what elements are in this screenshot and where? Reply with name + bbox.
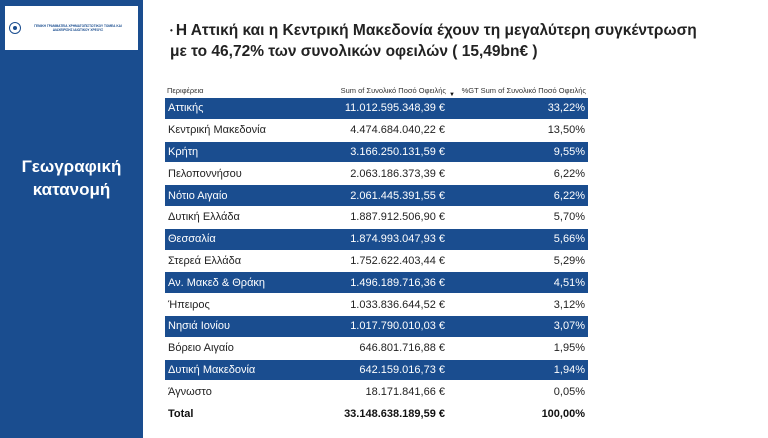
table-row[interactable]: Αν. Μακεδ & Θράκη 1.496.189.716,36 €4,51% xyxy=(165,271,588,295)
table-row[interactable]: Στερεά Ελλάδα 1.752.622.403,44 €5,29% xyxy=(165,250,588,273)
region-cell: Κεντρική Μακεδονία xyxy=(165,119,305,142)
percent-cell: 6,22% xyxy=(448,162,588,186)
sum-cell: 4.474.684.040,22 € xyxy=(305,119,448,142)
sum-cell: 1.496.189.716,36 € xyxy=(305,271,448,295)
region-cell: Στερεά Ελλάδα xyxy=(165,250,305,273)
region-cell: Αν. Μακεδ & Θράκη xyxy=(165,271,305,295)
table-row[interactable]: Κρήτη 3.166.250.131,59 €9,55% xyxy=(165,141,588,164)
table-row[interactable]: Νότιο Αιγαίο 2.061.445.391,55 €6,22% xyxy=(165,184,588,207)
sum-cell: 646.801.716,88 € xyxy=(305,337,448,360)
percent-cell: 4,51% xyxy=(448,271,588,295)
column-header-percent[interactable]: %GT Sum of Συνολικό Ποσό Οφειλής xyxy=(461,86,586,95)
organization-logo: ΓΕΝΙΚΗ ΓΡΑΜΜΑΤΕΙΑ ΧΡΗΜΑΤΟΠΙΣΤΩΤΙΚΟΥ ΤΟΜΕ… xyxy=(5,6,138,50)
table-row[interactable]: Βόρειο Αιγαίο 646.801.716,88 €1,95% xyxy=(165,337,588,360)
total-sum: 33.148.638.189,59 € xyxy=(305,402,448,427)
headline-line1-text: Η Αττική και η Κεντρική Μακεδονία έχουν … xyxy=(175,22,697,39)
regional-debt-table: Περιφέρεια Sum of Συνολικό Ποσό Οφειλής … xyxy=(165,83,588,427)
total-label: Total xyxy=(165,402,305,427)
region-cell: Βόρειο Αιγαίο xyxy=(165,337,305,360)
section-title: Γεωγραφική κατανομή xyxy=(0,155,143,201)
sum-cell: 1.874.993.047,93 € xyxy=(305,228,448,251)
percent-cell: 3,12% xyxy=(448,293,588,316)
table-row[interactable]: Πελοποννήσου 2.063.186.373,39 €6,22% xyxy=(165,162,588,186)
column-header-sum[interactable]: Sum of Συνολικό Ποσό Οφειλής xyxy=(340,86,446,95)
percent-cell: 1,95% xyxy=(448,337,588,360)
sum-cell: 1.033.836.644,52 € xyxy=(305,293,448,316)
region-cell: Άγνωστο xyxy=(165,380,305,404)
sum-cell: 1.752.622.403,44 € xyxy=(305,250,448,273)
region-cell: Νότιο Αιγαίο xyxy=(165,184,305,207)
sum-cell: 1.887.912.506,90 € xyxy=(305,206,448,229)
sort-descending-icon[interactable]: ▼ xyxy=(449,92,455,98)
percent-cell: 13,50% xyxy=(448,119,588,142)
region-cell: Κρήτη xyxy=(165,141,305,164)
percent-cell: 3,07% xyxy=(448,315,588,338)
headline-line1: • Η Αττική και η Κεντρική Μακεδονία έχουν… xyxy=(170,20,760,41)
percent-cell: 6,22% xyxy=(448,184,588,207)
sum-cell: 642.159.016,73 € xyxy=(305,359,448,382)
table-row[interactable]: Δυτική Μακεδονία 642.159.016,73 €1,94% xyxy=(165,359,588,382)
sum-cell: 1.017.790.010,03 € xyxy=(305,315,448,338)
region-cell: Δυτική Μακεδονία xyxy=(165,359,305,382)
percent-cell: 5,29% xyxy=(448,250,588,273)
percent-cell: 0,05% xyxy=(448,380,588,404)
bullet-icon: • xyxy=(170,26,173,36)
section-title-line1: Γεωγραφική xyxy=(21,157,122,176)
sum-cell: 11.012.595.348,39 € xyxy=(305,98,448,120)
sum-cell: 18.171.841,66 € xyxy=(305,380,448,404)
region-cell: Δυτική Ελλάδα xyxy=(165,206,305,229)
percent-cell: 5,66% xyxy=(448,228,588,251)
region-cell: Θεσσαλία xyxy=(165,228,305,251)
percent-cell: 33,22% xyxy=(448,98,588,120)
sidebar: ΓΕΝΙΚΗ ΓΡΑΜΜΑΤΕΙΑ ΧΡΗΜΑΤΟΠΙΣΤΩΤΙΚΟΥ ΤΟΜΕ… xyxy=(0,0,143,438)
sum-cell: 3.166.250.131,59 € xyxy=(305,141,448,164)
total-percent: 100,00% xyxy=(448,402,588,427)
region-cell: Πελοποννήσου xyxy=(165,162,305,186)
table-row[interactable]: Ήπειρος 1.033.836.644,52 €3,12% xyxy=(165,293,588,316)
table-row[interactable]: Αττικής 11.012.595.348,39 €33,22% xyxy=(165,98,588,120)
percent-cell: 5,70% xyxy=(448,206,588,229)
seal-icon xyxy=(9,22,21,34)
table-body: Αττικής 11.012.595.348,39 €33,22% Κεντρική… xyxy=(165,98,588,427)
table-row[interactable]: Κεντρική Μακεδονία 4.474.684.040,22 €13,5… xyxy=(165,119,588,142)
section-title-line2: κατανομή xyxy=(32,180,111,199)
region-cell: Αττικής xyxy=(165,98,305,120)
headline: • Η Αττική και η Κεντρική Μακεδονία έχουν… xyxy=(170,20,760,62)
table-row[interactable]: Νησιά Ιονίου 1.017.790.010,03 €3,07% xyxy=(165,315,588,338)
table-row[interactable]: Άγνωστο 18.171.841,66 €0,05% xyxy=(165,380,588,404)
percent-cell: 9,55% xyxy=(448,141,588,164)
region-cell: Ήπειρος xyxy=(165,293,305,316)
headline-line2: με το 46,72% των συνολικών οφειλών ( 15,… xyxy=(170,43,538,61)
table-header-row: Περιφέρεια Sum of Συνολικό Ποσό Οφειλής … xyxy=(165,83,588,98)
logo-text: ΓΕΝΙΚΗ ΓΡΑΜΜΑΤΕΙΑ ΧΡΗΜΑΤΟΠΙΣΤΩΤΙΚΟΥ ΤΟΜΕ… xyxy=(34,23,122,33)
table-row[interactable]: Δυτική Ελλάδα 1.887.912.506,90 €5,70% xyxy=(165,206,588,229)
region-cell: Νησιά Ιονίου xyxy=(165,315,305,338)
column-header-region[interactable]: Περιφέρεια xyxy=(167,86,204,95)
table-row[interactable]: Θεσσαλία 1.874.993.047,93 €5,66% xyxy=(165,228,588,251)
sum-cell: 2.063.186.373,39 € xyxy=(305,162,448,186)
sum-cell: 2.061.445.391,55 € xyxy=(305,184,448,207)
total-row: Total 33.148.638.189,59 €100,00% xyxy=(165,402,588,427)
percent-cell: 1,94% xyxy=(448,359,588,382)
